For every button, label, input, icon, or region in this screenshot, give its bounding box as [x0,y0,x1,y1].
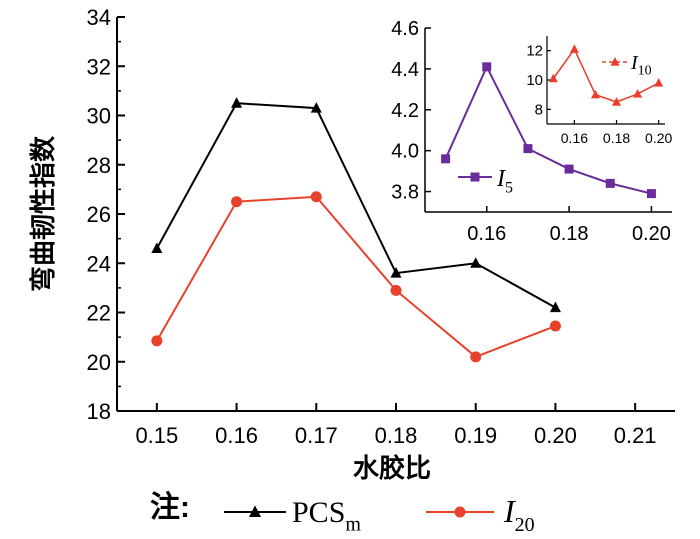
x-tick-label: 0.16 [215,423,258,448]
legend-label-1: I20 [503,493,535,536]
inset-x-tick-label: 0.16 [467,223,506,245]
data-point-1 [390,284,402,296]
inner-inset-legend-label: I10 [630,52,652,79]
y-tick-label: 32 [87,54,111,79]
inset-data-point [482,62,492,72]
inset-y-tick-label: 3.8 [391,182,419,204]
inner-inset-x-tick-label: 0.18 [603,130,630,146]
inset-x-tick-label: 0.18 [550,223,589,245]
x-axis-label: 水胶比 [353,453,431,483]
data-point-0 [390,267,402,278]
inset-y-tick-label: 4.4 [391,59,419,81]
y-tick-label: 18 [87,399,111,424]
inset-data-point [564,164,574,174]
y-axis-label: 弯曲韧性指数 [28,135,58,292]
legend-marker-1 [454,506,466,518]
data-point-1 [470,351,482,363]
inner-inset-data-point [569,44,579,53]
series-line-1 [155,195,556,358]
inset-data-point [523,144,533,154]
x-tick-label: 0.20 [534,423,577,448]
y-tick-label: 30 [87,104,111,129]
inset-y-tick-label: 4.0 [391,141,419,163]
inner-inset-data-point [612,97,622,106]
legend-label-0: PCSm [292,496,361,535]
data-point-0 [151,242,163,254]
inner-inset-data-point [590,89,600,99]
inner-inset-y-tick-label: 8 [535,101,543,118]
main-legend: 注: PCSm I20 [150,491,535,536]
data-point-1 [549,320,561,332]
inner-inset-data-point [654,77,664,87]
x-tick-label: 0.18 [375,423,418,448]
inset-data-point [646,189,656,199]
inner-inset-y-tick-label: 12 [526,43,543,60]
inset-legend-marker [470,172,480,182]
inner-inset-data-point [633,88,643,98]
series-line-0 [155,102,556,309]
inset-y-tick-label: 4.6 [391,18,419,40]
legend-marker-0 [249,505,261,517]
data-point-1 [231,196,243,208]
y-tick-label: 28 [87,153,111,178]
inset-legend-label: I5 [496,166,513,197]
inner-inset-plot: 8 10 12 0.16 0.18 0.20 I10 [526,36,673,146]
main-plot: 18 20 22 24 26 28 30 32 34 0.15 0.16 0.17 0.18 0.19 0.… [28,5,675,483]
data-point-0 [549,301,561,313]
data-point-0 [310,102,322,113]
y-tick-label: 20 [87,350,111,375]
inset-data-point [441,154,451,164]
data-point-1 [151,335,163,347]
inner-inset-x-tick-label: 0.16 [561,130,588,146]
inset-data-point [605,178,615,188]
inner-inset-series-line [552,47,660,103]
x-tick-label: 0.21 [614,423,657,448]
inner-inset-data-point [548,73,558,83]
data-point-0 [231,97,243,108]
data-point-1 [310,191,322,203]
inset-y-tick-label: 4.2 [391,100,419,122]
x-tick-label: 0.15 [135,423,178,448]
inner-inset-x-tick-label: 0.20 [645,130,672,146]
inset-x-tick-label: 0.20 [632,223,671,245]
x-tick-label: 0.19 [454,423,497,448]
y-tick-label: 34 [87,5,111,30]
y-tick-label: 26 [87,202,111,227]
x-tick-label: 0.17 [295,423,338,448]
y-tick-label: 24 [87,251,111,276]
inner-inset-legend-marker [610,57,620,66]
inner-inset-background [547,36,665,124]
legend-prefix: 注: [150,491,190,524]
inner-inset-y-tick-label: 10 [526,72,543,89]
y-tick-label: 22 [87,301,111,326]
data-point-0 [470,257,482,268]
inset-series-line [444,64,652,195]
